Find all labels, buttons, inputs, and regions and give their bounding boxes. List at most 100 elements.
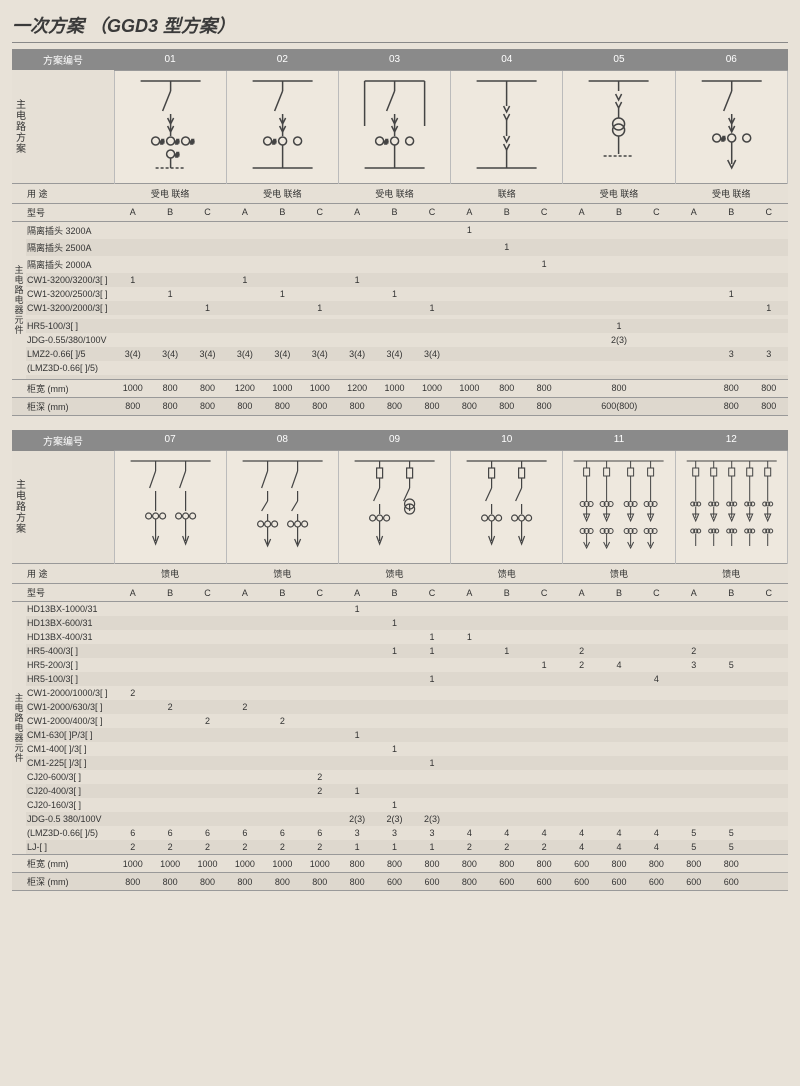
cell: [151, 714, 188, 728]
cell: [151, 319, 188, 333]
cell: [226, 798, 263, 812]
svg-text:#: #: [385, 140, 389, 146]
cell: [488, 630, 525, 644]
diagram-12: [675, 451, 787, 564]
cell: [525, 686, 562, 700]
cell: [488, 756, 525, 770]
cell: 6: [151, 826, 188, 840]
cell: [488, 742, 525, 756]
cell: [189, 672, 226, 686]
cell: [750, 287, 788, 301]
cell: 3: [675, 658, 712, 672]
component-row: JDG-0.55/380/100V2(3): [12, 333, 788, 347]
cell: [638, 770, 675, 784]
cell: [675, 361, 712, 375]
cell: 1: [413, 644, 450, 658]
component-row: CJ20-160/3[ ]1: [12, 798, 788, 812]
cell: [750, 784, 788, 798]
cell: [488, 658, 525, 672]
cell: [301, 239, 338, 256]
cell: [638, 728, 675, 742]
component-row: CW1-2000/400/3[ ]22: [12, 714, 788, 728]
cell: [189, 239, 226, 256]
row-label: (LMZ3D-0.66[ ]/5): [26, 361, 114, 375]
cell: 3(4): [413, 347, 450, 361]
cell: 1: [301, 301, 338, 315]
cell: [563, 798, 600, 812]
depth-label-2: 柜深 (mm): [26, 873, 114, 891]
cell: [338, 616, 375, 630]
scheme-11: 11: [563, 430, 675, 451]
cell: [525, 700, 562, 714]
cell: [600, 301, 637, 315]
cell: [338, 742, 375, 756]
cell: 1: [750, 301, 788, 315]
cell: [338, 301, 375, 315]
cell: 1: [338, 602, 375, 617]
row-label: HD13BX-1000/31: [26, 602, 114, 617]
cell: [563, 630, 600, 644]
cell: 4: [563, 826, 600, 840]
cell: [713, 714, 750, 728]
cell: 3: [413, 826, 450, 840]
row-label: HR5-200/3[ ]: [26, 658, 114, 672]
cell: [600, 602, 637, 617]
row-label: 隔离插头 3200A: [26, 221, 114, 239]
cell: [563, 256, 600, 273]
cell: 1: [600, 319, 637, 333]
cell: [189, 333, 226, 347]
cell: [226, 256, 263, 273]
cell: 3(4): [114, 347, 151, 361]
cell: [488, 686, 525, 700]
cell: [451, 658, 488, 672]
cell: [301, 812, 338, 826]
cell: [451, 602, 488, 617]
cell: [750, 616, 788, 630]
row-label: CM1-630[ ]P/3[ ]: [26, 728, 114, 742]
cell: [451, 239, 488, 256]
diagram-03: #: [338, 70, 450, 183]
cell: [376, 784, 413, 798]
cell: [750, 630, 788, 644]
cell: [413, 273, 450, 287]
cell: [638, 784, 675, 798]
svg-text:#: #: [175, 153, 179, 159]
cell: [301, 644, 338, 658]
cell: 2: [226, 840, 263, 855]
cell: 6: [226, 826, 263, 840]
cell: [413, 714, 450, 728]
cell: 3(4): [301, 347, 338, 361]
cell: [189, 361, 226, 375]
component-row: CJ20-600/3[ ]2: [12, 770, 788, 784]
component-row: HD13BX-600/311: [12, 616, 788, 630]
cell: [600, 812, 637, 826]
cell: 3(4): [376, 347, 413, 361]
cell: [226, 784, 263, 798]
cell: 2: [301, 840, 338, 855]
page-title: 一次方案 （GGD3 型方案）: [12, 12, 788, 43]
cell: 2: [301, 770, 338, 784]
cell: [151, 672, 188, 686]
cell: [713, 644, 750, 658]
cell: [675, 728, 712, 742]
cell: [451, 287, 488, 301]
cell: [525, 273, 562, 287]
cell: [376, 672, 413, 686]
cell: [675, 256, 712, 273]
cell: [488, 347, 525, 361]
cell: [563, 333, 600, 347]
cell: [189, 319, 226, 333]
component-row: CW1-3200/2500/3[ ]1111: [12, 287, 788, 301]
row-label: CW1-3200/2000/3[ ]: [26, 301, 114, 315]
cell: [750, 239, 788, 256]
cell: [189, 756, 226, 770]
row-label: CW1-2000/630/3[ ]: [26, 700, 114, 714]
cell: [488, 301, 525, 315]
cell: 3(4): [264, 347, 301, 361]
cell: [675, 616, 712, 630]
cell: 2: [264, 840, 301, 855]
cell: [338, 319, 375, 333]
cell: [638, 273, 675, 287]
cell: [563, 616, 600, 630]
component-row: CW1-2000/630/3[ ]22: [12, 700, 788, 714]
